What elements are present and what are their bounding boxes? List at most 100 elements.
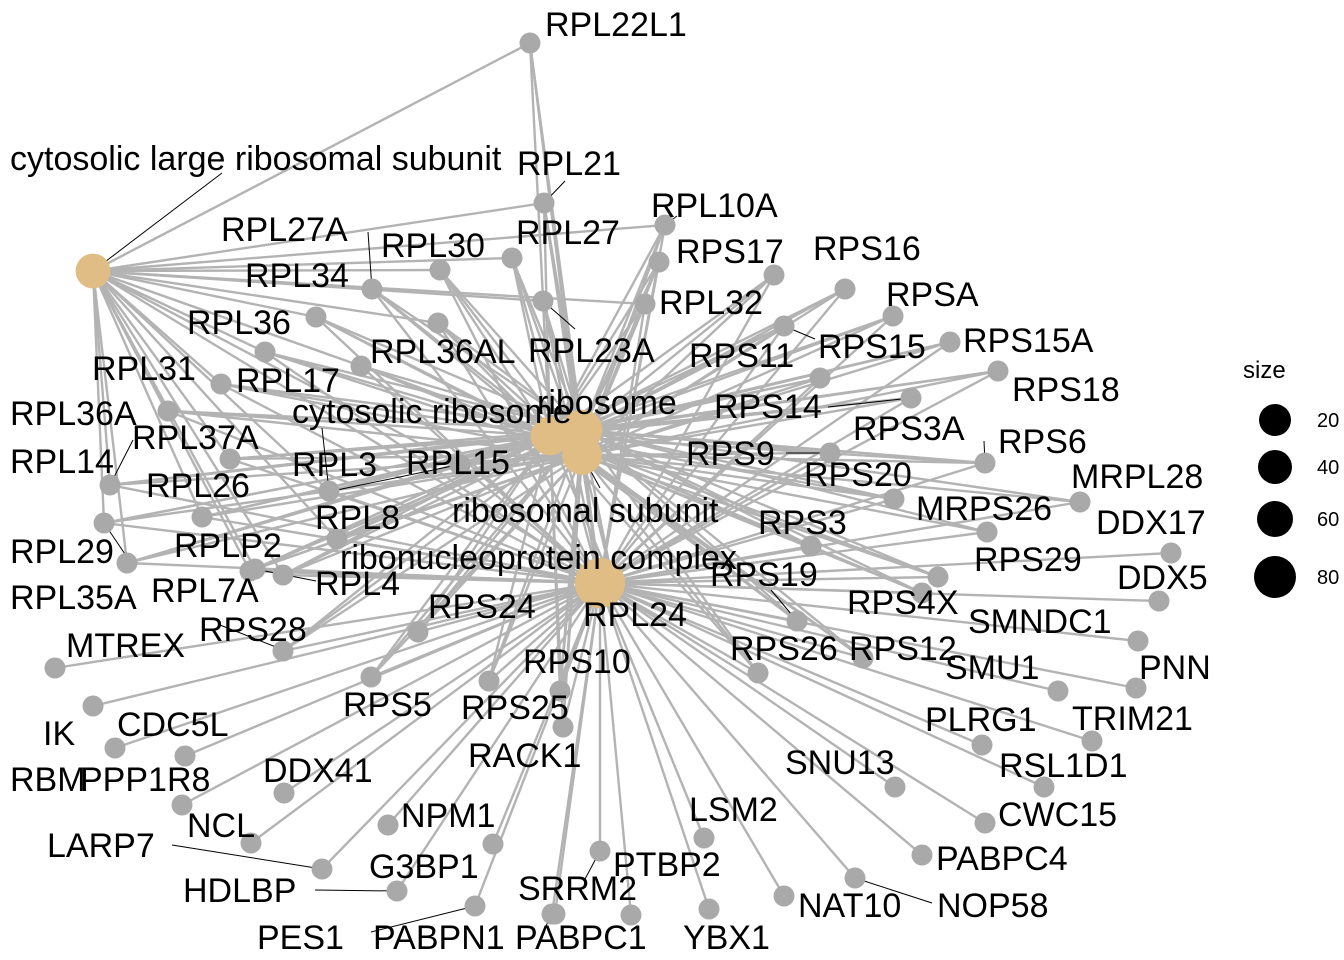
gene-node-rpl32 <box>635 294 656 315</box>
gene-node-rpl23a <box>533 291 554 312</box>
gene-label-hdlbp: HDLBP <box>183 872 296 910</box>
gene-label-rps14: RPS14 <box>714 388 822 426</box>
legend-label-20: 20 <box>1317 410 1339 432</box>
gene-node-rpl29 <box>94 513 115 534</box>
gene-label-pabpc4: PABPC4 <box>936 840 1068 878</box>
gene-node-rpl21 <box>534 193 555 214</box>
gene-label-mrps26: MRPS26 <box>916 490 1052 528</box>
gene-label-ik: IK <box>43 715 75 753</box>
gene-node-rps19 <box>787 611 808 632</box>
gene-label-pes1: PES1 <box>257 919 344 957</box>
gene-node-rps5 <box>361 667 382 688</box>
gene-label-pabpn1: PABPN1 <box>373 919 505 957</box>
gene-label-rpl14: RPL14 <box>10 443 114 481</box>
gene-label-srrm2: SRRM2 <box>518 870 637 908</box>
gene-label-npm1: NPM1 <box>401 797 495 835</box>
gene-label-rps5: RPS5 <box>343 686 432 724</box>
gene-node-rpl34 <box>306 307 327 328</box>
category-label-c3: ribosome <box>537 384 677 422</box>
gene-label-mrpl28: MRPL28 <box>1071 458 1203 496</box>
gene-label-rps16: RPS16 <box>813 230 921 268</box>
category-node-c1 <box>76 254 111 289</box>
gene-label-rps28: RPS28 <box>199 611 307 649</box>
gene-node-rps24 <box>408 622 429 643</box>
gene-node-rps14 <box>810 368 831 389</box>
gene-label-rpl35a: RPL35A <box>10 579 137 617</box>
gene-node-rpsa <box>835 279 856 300</box>
size-legend: size 20 40 60 80 <box>1243 357 1339 598</box>
gene-label-pabpc1: PABPC1 <box>515 919 647 957</box>
gene-node-pes1 <box>465 896 486 917</box>
gene-node-ptbp2 <box>590 841 611 862</box>
gene-label-rps20: RPS20 <box>804 456 912 494</box>
gene-label-rpl21: RPL21 <box>517 145 621 183</box>
gene-label-rps6: RPS6 <box>998 423 1087 461</box>
gene-node-rps6 <box>975 453 996 474</box>
gene-label-rpl36: RPL36 <box>187 304 291 342</box>
gene-node-rpl31 <box>211 374 232 395</box>
gene-node-rpl26 <box>192 507 213 528</box>
gene-label-rps25: RPS25 <box>461 689 569 727</box>
gene-label-rps15: RPS15 <box>818 328 926 366</box>
legend-swatch-40 <box>1258 450 1292 484</box>
gene-label-rpl23a: RPL23A <box>528 332 655 370</box>
legend-title: size <box>1243 357 1286 384</box>
legend-label-40: 40 <box>1317 457 1339 479</box>
gene-label-rps26: RPS26 <box>730 630 838 668</box>
gene-label-ddx5: DDX5 <box>1117 559 1208 597</box>
gene-label-smndc1: SMNDC1 <box>968 603 1112 641</box>
gene-label-pnn: PNN <box>1139 649 1211 687</box>
gene-label-rpl3: RPL3 <box>292 446 377 484</box>
gene-label-rpl32: RPL32 <box>659 284 763 322</box>
gene-label-rack1: RACK1 <box>468 737 581 775</box>
leader-line-c1 <box>93 173 222 271</box>
gene-label-plrg1: PLRG1 <box>925 701 1037 739</box>
gene-label-smu1: SMU1 <box>945 649 1039 687</box>
gene-label-rpsa: RPSA <box>886 276 979 314</box>
legend-swatch-20 <box>1259 404 1291 436</box>
gene-node-rpl17 <box>351 356 372 377</box>
gene-node-rpl35a <box>117 553 138 574</box>
gene-label-rpl34: RPL34 <box>245 257 349 295</box>
category-label-c4: ribosomal subunit <box>452 492 719 530</box>
gene-label-rpl27a: RPL27A <box>221 211 348 249</box>
gene-label-rps17: RPS17 <box>676 233 784 271</box>
gene-label-rps29: RPS29 <box>974 541 1082 579</box>
gene-label-rpl8: RPL8 <box>315 499 400 537</box>
gene-node-nat10 <box>774 886 795 907</box>
gene-label-rps3: RPS3 <box>758 504 847 542</box>
gene-node-rpl36 <box>255 342 276 363</box>
gene-label-ppp1r8: PPP1R8 <box>80 761 210 799</box>
gene-label-ddx17: DDX17 <box>1096 504 1206 542</box>
legend-label-80: 80 <box>1317 567 1339 589</box>
leader-line-hdlbp <box>315 890 397 891</box>
gene-label-rpl37a: RPL37A <box>132 419 259 457</box>
gene-label-rpl7a: RPL7A <box>151 572 259 610</box>
gene-node-larp7 <box>312 859 333 880</box>
gene-label-rps18: RPS18 <box>1012 371 1120 409</box>
gene-label-rps4x: RPS4X <box>847 584 959 622</box>
gene-label-rpl26: RPL26 <box>146 467 250 505</box>
gene-label-nat10: NAT10 <box>798 887 901 925</box>
legend-swatch-80 <box>1254 556 1296 598</box>
gene-label-rpl10a: RPL10A <box>651 187 778 225</box>
category-label-c5: ribonucleoprotein complex <box>340 539 737 577</box>
gene-label-rpl36a: RPL36A <box>10 395 137 433</box>
gene-label-rbm: RBM <box>10 761 86 799</box>
legend-label-60: 60 <box>1317 509 1339 531</box>
gene-label-trim21: TRIM21 <box>1072 700 1193 738</box>
gene-node-rps18 <box>988 361 1009 382</box>
gene-node-rps11 <box>774 316 795 337</box>
gene-label-rps3a: RPS3A <box>853 410 965 448</box>
gene-label-rps24: RPS24 <box>428 588 536 626</box>
gene-node-pabpc4 <box>912 845 933 866</box>
gene-node-mtrex <box>45 658 66 679</box>
gene-label-rps11: RPS11 <box>689 337 794 375</box>
gene-label-rpl31: RPL31 <box>92 350 196 388</box>
gene-node-npm1 <box>378 815 399 836</box>
gene-label-rpl29: RPL29 <box>10 533 114 571</box>
gene-label-nop58: NOP58 <box>937 887 1049 925</box>
gene-label-snu13: SNU13 <box>785 744 895 782</box>
gene-label-ybx1: YBX1 <box>683 919 770 957</box>
gene-label-larp7: LARP7 <box>47 827 155 865</box>
